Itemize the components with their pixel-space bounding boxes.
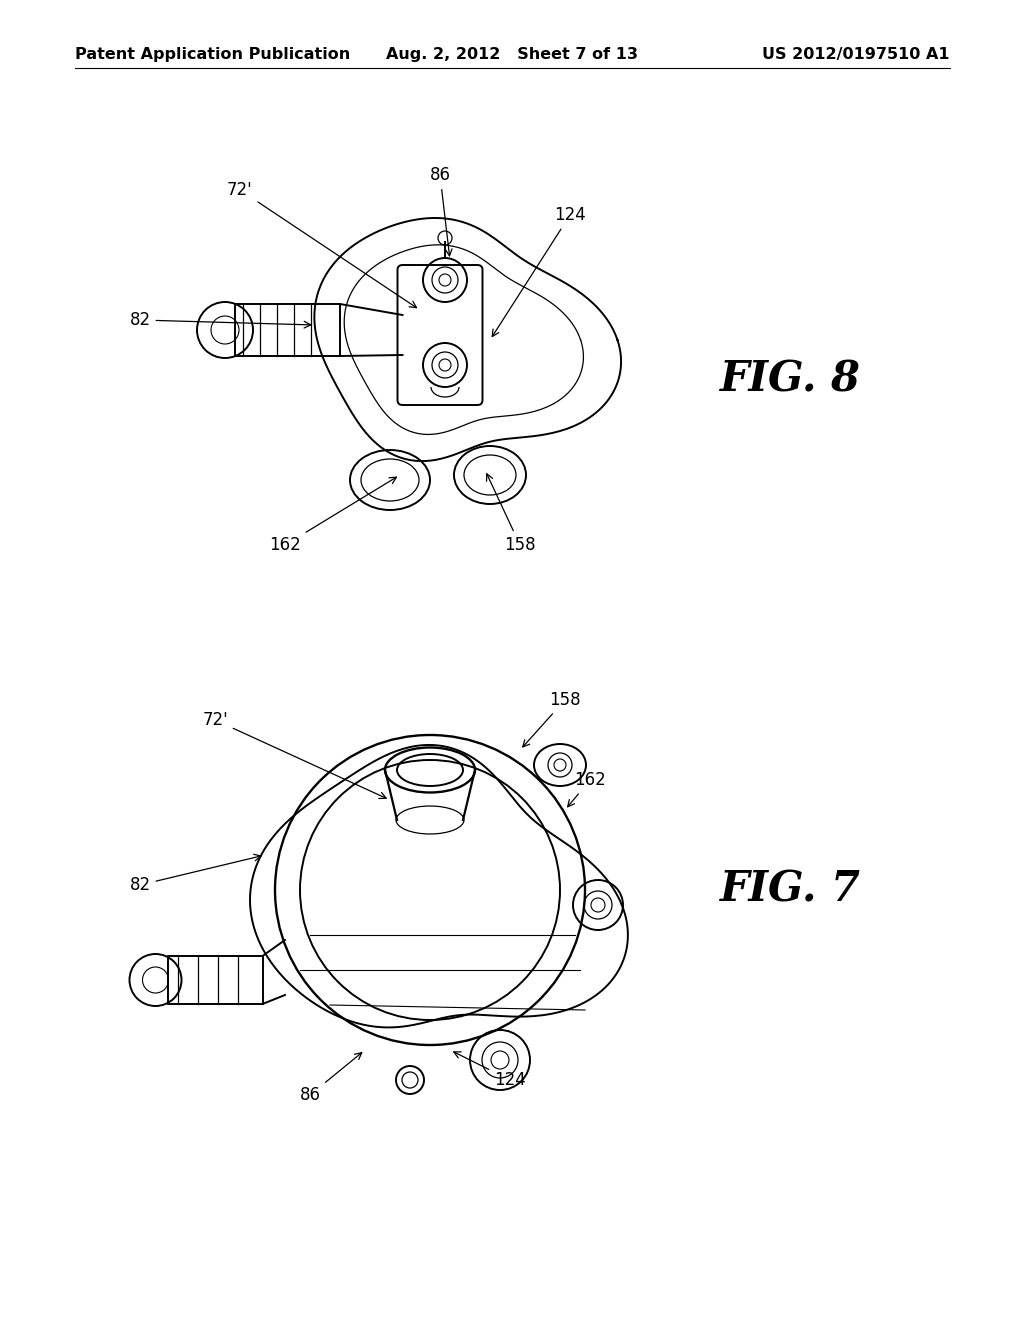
Text: 162: 162 (567, 771, 606, 807)
Text: 72': 72' (227, 181, 417, 308)
Text: US 2012/0197510 A1: US 2012/0197510 A1 (763, 48, 950, 62)
Text: 72': 72' (202, 711, 386, 799)
Text: 124: 124 (454, 1052, 526, 1089)
Text: 86: 86 (429, 166, 452, 256)
Text: 162: 162 (269, 477, 396, 554)
Text: 124: 124 (493, 206, 586, 337)
Text: Patent Application Publication: Patent Application Publication (75, 48, 350, 62)
Bar (168, 956, 262, 1005)
Text: Aug. 2, 2012   Sheet 7 of 13: Aug. 2, 2012 Sheet 7 of 13 (386, 48, 638, 62)
Text: 82: 82 (129, 854, 261, 894)
Text: 158: 158 (523, 690, 581, 747)
Text: 86: 86 (299, 1052, 361, 1104)
Text: 82: 82 (129, 312, 311, 329)
Text: 158: 158 (486, 474, 536, 554)
Bar (234, 304, 340, 356)
Text: FIG. 7: FIG. 7 (720, 869, 861, 911)
Text: FIG. 8: FIG. 8 (720, 359, 861, 401)
